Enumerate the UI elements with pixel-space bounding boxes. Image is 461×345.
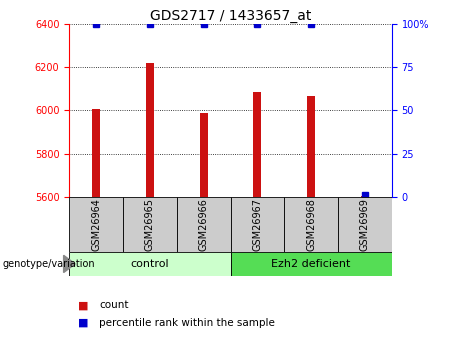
Bar: [230, 197, 284, 252]
Bar: [284, 197, 338, 252]
Text: count: count: [99, 300, 129, 310]
Text: GSM26969: GSM26969: [360, 198, 370, 251]
Bar: [361, 196, 369, 197]
Bar: [177, 197, 230, 252]
Text: ■: ■: [78, 300, 89, 310]
Text: GSM26968: GSM26968: [306, 198, 316, 251]
Title: GDS2717 / 1433657_at: GDS2717 / 1433657_at: [150, 9, 311, 23]
Text: GSM26967: GSM26967: [252, 198, 262, 251]
Bar: [69, 252, 230, 276]
Bar: [307, 96, 315, 197]
Bar: [146, 63, 154, 197]
Bar: [123, 197, 177, 252]
Bar: [200, 112, 207, 197]
Bar: [92, 109, 100, 197]
Bar: [69, 197, 123, 252]
Text: GSM26965: GSM26965: [145, 198, 155, 251]
Text: GSM26966: GSM26966: [199, 198, 209, 251]
Bar: [254, 92, 261, 197]
Bar: [230, 252, 392, 276]
Text: ■: ■: [78, 318, 89, 327]
Text: control: control: [130, 259, 169, 269]
Text: percentile rank within the sample: percentile rank within the sample: [99, 318, 275, 327]
Text: genotype/variation: genotype/variation: [2, 259, 95, 269]
Text: Ezh2 deficient: Ezh2 deficient: [272, 259, 351, 269]
Text: GSM26964: GSM26964: [91, 198, 101, 251]
Bar: [338, 197, 392, 252]
